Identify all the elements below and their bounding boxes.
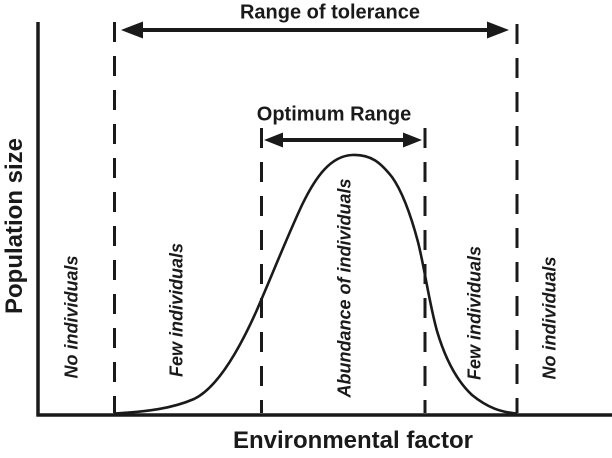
optimum-range-label: Optimum Range (256, 103, 412, 126)
zone-label-few-individuals-left: Few individuals (166, 242, 187, 378)
optimum-arrow-right-head-icon (403, 132, 422, 148)
zone-label-few-individuals-right: Few individuals (464, 245, 485, 381)
range-of-tolerance-label: Range of tolerance (239, 1, 421, 24)
range-arrow-left-head-icon (121, 21, 143, 39)
optimum-range-arrow (264, 132, 422, 148)
x-axis-title: Environmental factor (232, 427, 474, 454)
zone-label-no-individuals-right: No individuals (539, 256, 560, 380)
zone-label-no-individuals-left: No individuals (61, 255, 82, 379)
population-curve (113, 153, 518, 415)
range-arrow-right-head-icon (487, 21, 509, 39)
range-of-tolerance-arrow (121, 21, 509, 39)
y-axis-title: Population size (1, 137, 28, 315)
zone-label-abundance-of-individuals: Abundance of individuals (334, 178, 355, 398)
optimum-arrow-left-head-icon (264, 132, 283, 148)
